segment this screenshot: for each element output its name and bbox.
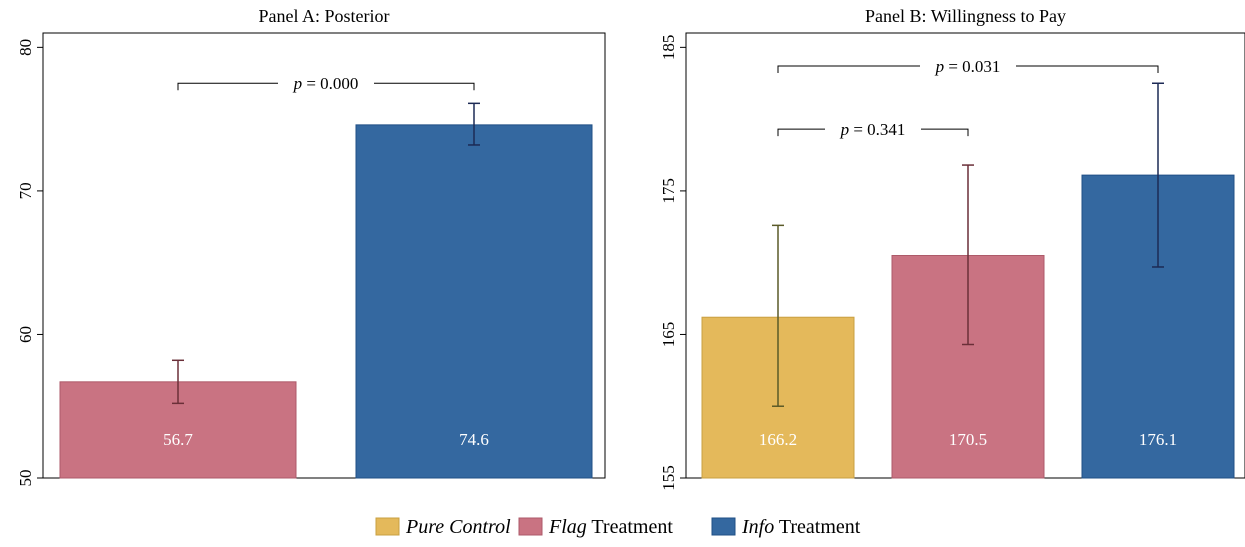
significance-bracket-right bbox=[921, 128, 969, 137]
legend-swatch bbox=[375, 517, 400, 536]
y-tick-label: 155 bbox=[659, 465, 678, 491]
bar bbox=[355, 124, 593, 479]
bar-value-label: 56.7 bbox=[163, 430, 193, 449]
legend-entry-label: Pure Control bbox=[405, 516, 511, 538]
significance-bracket-left bbox=[777, 128, 825, 137]
panel-title: Panel A: Posterior bbox=[259, 6, 390, 26]
legend-entry-label: Flag Treatment bbox=[548, 516, 673, 538]
bar-value-label: 170.5 bbox=[949, 430, 987, 449]
bar-value-label: 74.6 bbox=[459, 430, 489, 449]
legend-swatch bbox=[711, 517, 736, 536]
p-value-label: p = 0.341 bbox=[840, 120, 906, 139]
significance-bracket-left bbox=[777, 65, 920, 74]
legend-swatch bbox=[518, 517, 543, 536]
plot-frame bbox=[42, 32, 606, 479]
y-tick-label: 60 bbox=[16, 326, 35, 343]
bar-value-label: 166.2 bbox=[759, 430, 797, 449]
y-tick-label: 165 bbox=[659, 322, 678, 348]
y-tick-label: 185 bbox=[659, 35, 678, 61]
significance-bracket-right bbox=[374, 82, 475, 91]
p-value-label: p = 0.000 bbox=[293, 74, 359, 93]
panel-title: Panel B: Willingness to Pay bbox=[865, 6, 1066, 26]
y-tick-label: 70 bbox=[16, 182, 35, 199]
y-tick-label: 175 bbox=[659, 178, 678, 204]
p-value-label: p = 0.031 bbox=[935, 57, 1001, 76]
panel-b: Panel B: Willingness to Pay 155 165 175 185 1… bbox=[659, 6, 1245, 491]
significance-bracket-left bbox=[177, 82, 278, 91]
significance-bracket-right bbox=[1016, 65, 1159, 74]
legend-entry-label: Info Treatment bbox=[741, 516, 861, 538]
y-tick-label: 80 bbox=[16, 39, 35, 56]
bar-value-label: 176.1 bbox=[1139, 430, 1177, 449]
legend: Pure Control Flag Treatment Info Treatment bbox=[375, 516, 861, 538]
y-tick-label: 50 bbox=[16, 470, 35, 487]
panel-a: Panel A: Posterior 50 60 70 80 56.7 74.6 p = 0.… bbox=[16, 6, 606, 487]
